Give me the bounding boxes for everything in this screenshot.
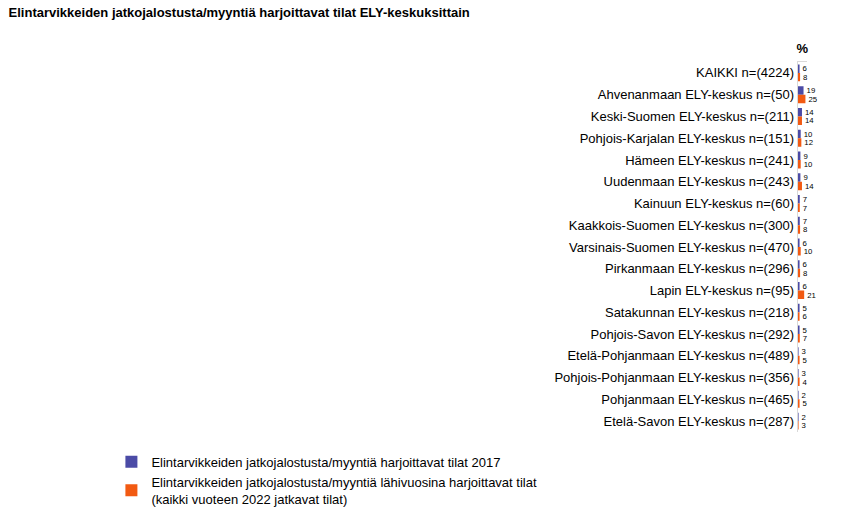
svg-text:Kainuun ELY-keskus n=(60): Kainuun ELY-keskus n=(60) bbox=[634, 196, 794, 211]
svg-text:2: 2 bbox=[802, 413, 806, 422]
svg-text:%: % bbox=[797, 41, 809, 56]
svg-text:6: 6 bbox=[803, 282, 807, 291]
svg-text:12: 12 bbox=[804, 138, 813, 147]
svg-text:Lapin ELY-keskus n=(95): Lapin ELY-keskus n=(95) bbox=[650, 283, 794, 298]
svg-text:Elintarvikkeiden jatkojalostus: Elintarvikkeiden jatkojalostusta/myyntiä… bbox=[151, 475, 537, 507]
svg-text:9: 9 bbox=[803, 173, 807, 182]
svg-text:6: 6 bbox=[803, 260, 807, 269]
svg-text:Pirkanmaan ELY-keskus n=(296): Pirkanmaan ELY-keskus n=(296) bbox=[605, 261, 794, 276]
svg-text:Satakunnan ELY-keskus n=(218): Satakunnan ELY-keskus n=(218) bbox=[605, 305, 794, 320]
svg-text:Etelä-Pohjanmaan ELY-keskus n=: Etelä-Pohjanmaan ELY-keskus n=(489) bbox=[567, 348, 794, 363]
svg-text:9: 9 bbox=[803, 152, 807, 161]
svg-text:4: 4 bbox=[803, 378, 808, 387]
svg-text:3: 3 bbox=[802, 369, 806, 378]
svg-text:Pohjois-Karjalan ELY-keskus n=: Pohjois-Karjalan ELY-keskus n=(151) bbox=[580, 131, 794, 146]
svg-text:6: 6 bbox=[803, 312, 807, 321]
svg-text:5: 5 bbox=[803, 399, 807, 408]
svg-text:21: 21 bbox=[807, 291, 816, 300]
svg-text:Keski-Suomen ELY-keskus n=(211: Keski-Suomen ELY-keskus n=(211) bbox=[591, 109, 794, 124]
svg-text:5: 5 bbox=[803, 326, 807, 335]
svg-text:3: 3 bbox=[802, 421, 806, 430]
svg-text:3: 3 bbox=[802, 347, 806, 356]
svg-text:8: 8 bbox=[803, 225, 807, 234]
svg-text:Elintarvikkeiden jatkojalostus: Elintarvikkeiden jatkojalostusta/myyntiä… bbox=[9, 5, 470, 20]
svg-text:6: 6 bbox=[803, 64, 807, 73]
svg-text:19: 19 bbox=[807, 86, 816, 95]
svg-text:14: 14 bbox=[805, 116, 814, 125]
svg-text:Elintarvikkeiden jatkojalostus: Elintarvikkeiden jatkojalostusta/myyntiä… bbox=[151, 455, 500, 470]
svg-text:7: 7 bbox=[803, 217, 807, 226]
svg-text:6: 6 bbox=[803, 239, 807, 248]
svg-text:10: 10 bbox=[804, 130, 813, 139]
svg-text:KAIKKI n=(4224): KAIKKI n=(4224) bbox=[696, 65, 794, 80]
svg-text:10: 10 bbox=[804, 160, 813, 169]
svg-text:14: 14 bbox=[805, 182, 814, 191]
svg-text:5: 5 bbox=[803, 304, 807, 313]
svg-text:Pohjois-Savon ELY-keskus n=(29: Pohjois-Savon ELY-keskus n=(292) bbox=[591, 327, 794, 342]
svg-text:Pohjanmaan ELY-keskus n=(465): Pohjanmaan ELY-keskus n=(465) bbox=[601, 392, 794, 407]
svg-text:Varsinais-Suomen ELY-keskus n=: Varsinais-Suomen ELY-keskus n=(470) bbox=[569, 240, 794, 255]
svg-text:7: 7 bbox=[803, 195, 807, 204]
svg-text:25: 25 bbox=[808, 95, 817, 104]
svg-text:8: 8 bbox=[803, 73, 807, 82]
svg-text:Kaakkois-Suomen ELY-keskus n=(: Kaakkois-Suomen ELY-keskus n=(300) bbox=[569, 218, 794, 233]
svg-text:7: 7 bbox=[803, 204, 807, 213]
svg-text:10: 10 bbox=[804, 247, 813, 256]
svg-text:8: 8 bbox=[803, 269, 807, 278]
svg-text:Ahvenanmaan ELY-keskus n=(50): Ahvenanmaan ELY-keskus n=(50) bbox=[598, 87, 794, 102]
svg-text:Pohjois-Pohjanmaan ELY-keskus: Pohjois-Pohjanmaan ELY-keskus n=(356) bbox=[554, 370, 794, 385]
svg-text:2: 2 bbox=[802, 391, 806, 400]
svg-text:Hämeen ELY-keskus n=(241): Hämeen ELY-keskus n=(241) bbox=[625, 152, 794, 167]
svg-text:5: 5 bbox=[803, 356, 807, 365]
svg-text:14: 14 bbox=[805, 108, 814, 117]
svg-text:7: 7 bbox=[803, 334, 807, 343]
svg-text:Uudenmaan ELY-keskus n=(243): Uudenmaan ELY-keskus n=(243) bbox=[604, 174, 794, 189]
svg-text:Etelä-Savon ELY-keskus n=(287): Etelä-Savon ELY-keskus n=(287) bbox=[604, 414, 794, 429]
